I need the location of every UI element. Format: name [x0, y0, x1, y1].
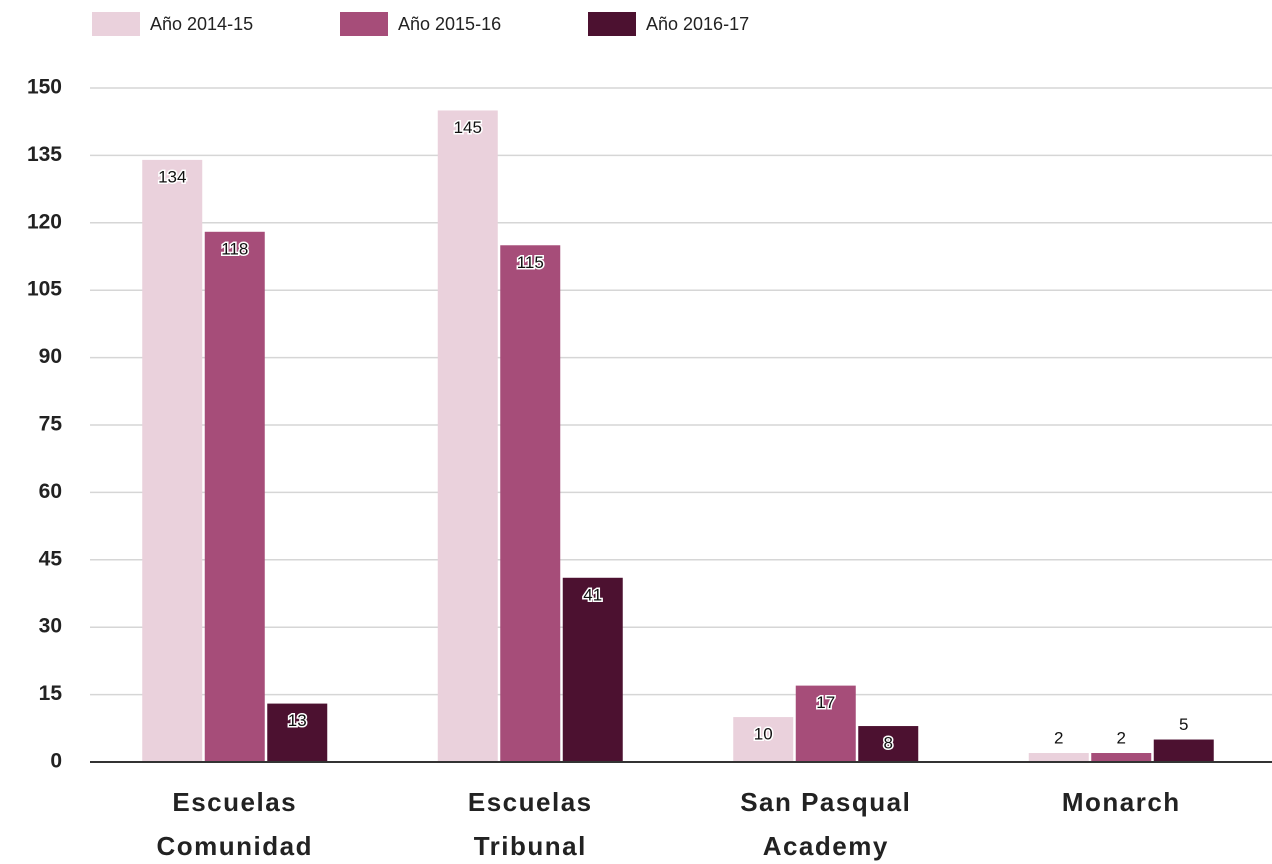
- y-tick-label: 75: [39, 413, 63, 436]
- value-label: 5: [1179, 715, 1188, 734]
- value-label: 13: [288, 711, 307, 730]
- x-tick-label: San Pasqual: [740, 787, 911, 817]
- bar: [733, 717, 794, 762]
- bar: [500, 245, 561, 762]
- y-tick-label: 135: [27, 143, 62, 166]
- bar: [858, 726, 919, 762]
- legend-label: Año 2014-15: [150, 14, 253, 34]
- bar: [1028, 753, 1089, 762]
- y-tick-label: 45: [39, 547, 63, 570]
- y-tick-label: 150: [27, 76, 62, 99]
- bar: [142, 159, 203, 763]
- value-label: 2: [1117, 728, 1126, 747]
- x-tick-label: Monarch: [1062, 787, 1181, 817]
- y-tick-label: 90: [39, 345, 62, 368]
- value-label: 134: [158, 167, 186, 186]
- bar: [437, 110, 498, 762]
- value-label: 118: [221, 239, 248, 258]
- legend-label: Año 2015-16: [398, 14, 501, 34]
- value-label: 41: [583, 585, 602, 604]
- value-label: 8: [884, 734, 893, 753]
- x-tick-label: Comunidad: [157, 831, 314, 861]
- value-label: 115: [517, 253, 544, 272]
- bar: [795, 685, 856, 762]
- y-tick-label: 30: [39, 615, 62, 638]
- value-label: 17: [816, 693, 835, 712]
- bar: [562, 577, 623, 762]
- bar: [1091, 753, 1152, 762]
- value-label: 145: [454, 118, 482, 137]
- x-tick-label: Escuelas: [468, 787, 593, 817]
- y-tick-label: 120: [27, 210, 62, 233]
- legend-swatch: [340, 12, 388, 36]
- y-tick-label: 0: [50, 750, 62, 773]
- bar: [1153, 739, 1214, 762]
- value-label: 2: [1054, 728, 1063, 747]
- x-tick-label: Tribunal: [474, 831, 587, 861]
- legend-label: Año 2016-17: [646, 14, 749, 34]
- x-tick-label: Escuelas: [172, 787, 297, 817]
- y-tick-label: 60: [39, 480, 62, 503]
- legend-swatch: [588, 12, 636, 36]
- value-label: 10: [754, 725, 773, 744]
- bar: [267, 703, 328, 762]
- legend-swatch: [92, 12, 140, 36]
- y-tick-label: 105: [27, 278, 62, 301]
- x-tick-label: Academy: [763, 831, 889, 861]
- bar: [204, 231, 265, 762]
- y-tick-label: 15: [39, 682, 63, 705]
